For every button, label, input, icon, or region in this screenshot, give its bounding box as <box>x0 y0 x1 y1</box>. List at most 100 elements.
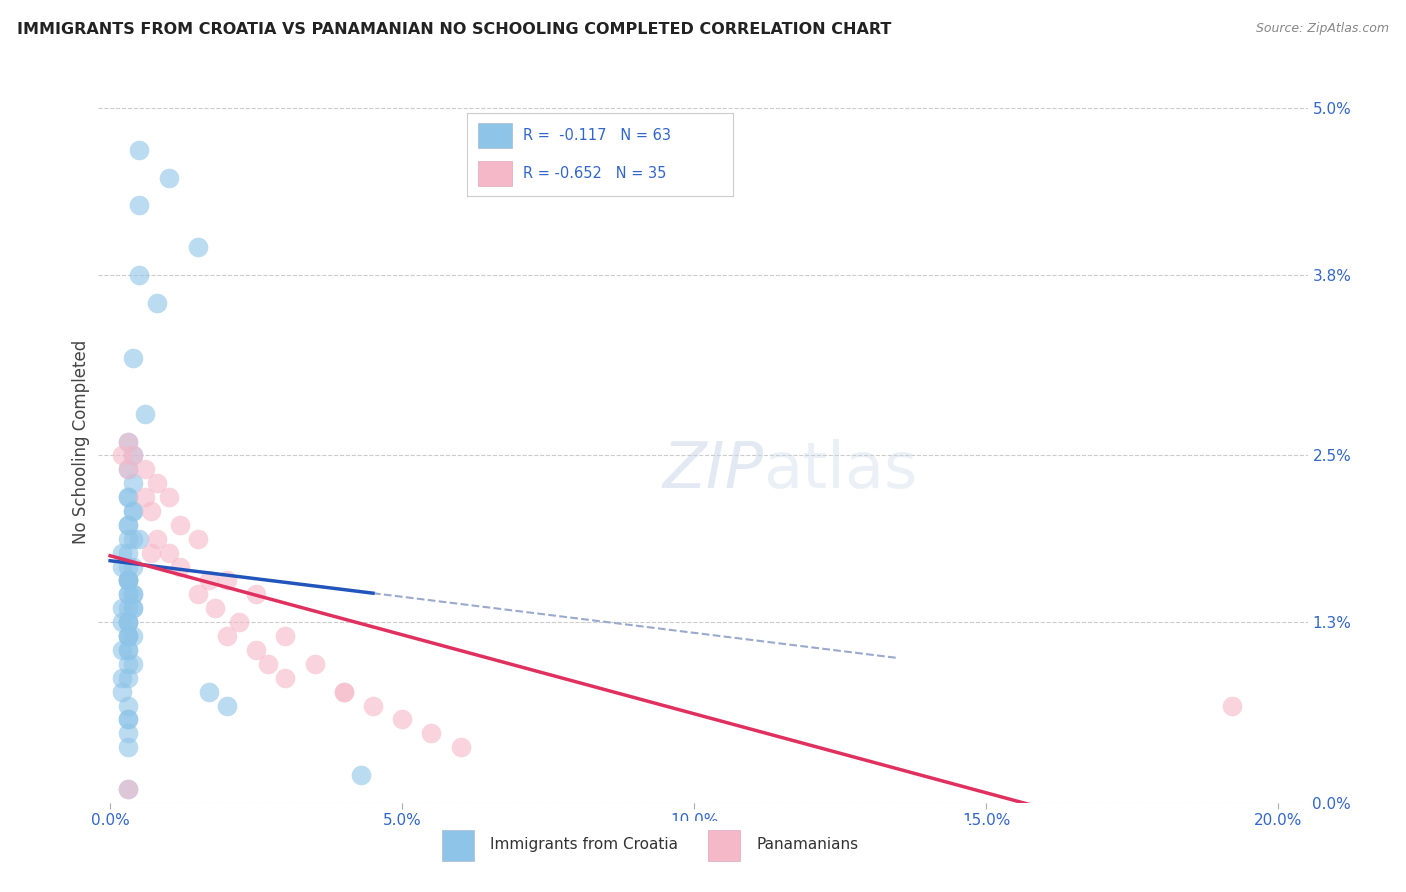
Point <box>274 671 297 685</box>
Point <box>128 198 150 212</box>
Point <box>117 517 139 532</box>
Point <box>128 268 150 282</box>
Point <box>111 643 134 657</box>
Point <box>122 504 145 518</box>
Point <box>128 532 150 546</box>
Point <box>350 768 373 782</box>
Point <box>111 684 134 698</box>
Point <box>204 601 226 615</box>
Point <box>134 407 156 421</box>
Point <box>117 643 139 657</box>
Point <box>117 490 139 504</box>
Point <box>157 490 180 504</box>
Point <box>117 462 139 476</box>
Point <box>157 546 180 560</box>
Point <box>111 601 134 615</box>
Point <box>117 615 139 630</box>
Point <box>146 295 169 310</box>
Point <box>198 684 221 698</box>
Point <box>117 781 139 796</box>
Point <box>122 601 145 615</box>
Point <box>245 587 267 601</box>
Point <box>117 434 139 449</box>
Point <box>111 671 134 685</box>
Point <box>122 559 145 574</box>
Point <box>117 587 139 601</box>
Point <box>117 713 139 727</box>
Point <box>117 587 139 601</box>
Point <box>122 504 145 518</box>
Point <box>391 713 413 727</box>
Text: IMMIGRANTS FROM CROATIA VS PANAMANIAN NO SCHOOLING COMPLETED CORRELATION CHART: IMMIGRANTS FROM CROATIA VS PANAMANIAN NO… <box>17 22 891 37</box>
Point <box>122 449 145 463</box>
Point <box>111 449 134 463</box>
Point <box>117 713 139 727</box>
Point <box>215 629 238 643</box>
Text: ZIP: ZIP <box>662 440 763 501</box>
Point <box>332 684 354 698</box>
Point <box>146 476 169 491</box>
Point <box>122 587 145 601</box>
Point <box>117 574 139 588</box>
Point <box>332 684 354 698</box>
Point <box>117 574 139 588</box>
Text: atlas: atlas <box>763 440 918 501</box>
Point <box>117 517 139 532</box>
Point <box>361 698 384 713</box>
Point <box>117 629 139 643</box>
Point <box>122 351 145 366</box>
Y-axis label: No Schooling Completed: No Schooling Completed <box>72 340 90 543</box>
Point <box>111 615 134 630</box>
Point <box>128 143 150 157</box>
Point <box>139 546 162 560</box>
Point <box>117 559 139 574</box>
Point <box>117 629 139 643</box>
Point <box>117 546 139 560</box>
Text: Source: ZipAtlas.com: Source: ZipAtlas.com <box>1256 22 1389 36</box>
Point <box>215 574 238 588</box>
Point <box>117 615 139 630</box>
Point <box>117 462 139 476</box>
Point <box>304 657 326 671</box>
Point <box>450 740 472 755</box>
Point <box>111 546 134 560</box>
Point <box>187 532 209 546</box>
Point <box>122 476 145 491</box>
Point <box>117 574 139 588</box>
Point <box>122 629 145 643</box>
Point <box>111 559 134 574</box>
Point <box>117 490 139 504</box>
Point <box>134 462 156 476</box>
Point <box>117 574 139 588</box>
Point <box>1220 698 1243 713</box>
Point <box>134 490 156 504</box>
Point <box>122 657 145 671</box>
Point <box>274 629 297 643</box>
Point <box>139 504 162 518</box>
Point <box>117 629 139 643</box>
Point <box>169 559 191 574</box>
Point <box>256 657 278 671</box>
Point <box>122 587 145 601</box>
Point <box>169 517 191 532</box>
Point <box>117 615 139 630</box>
Point <box>157 170 180 185</box>
Point <box>122 449 145 463</box>
Point <box>245 643 267 657</box>
Point <box>117 698 139 713</box>
Point <box>117 671 139 685</box>
Point <box>117 434 139 449</box>
Point <box>187 240 209 254</box>
Point <box>117 740 139 755</box>
Point <box>146 532 169 546</box>
Point <box>122 601 145 615</box>
Point <box>187 587 209 601</box>
Point <box>117 726 139 740</box>
Point <box>228 615 250 630</box>
Point <box>117 781 139 796</box>
Point <box>117 643 139 657</box>
Point <box>117 601 139 615</box>
Point <box>198 574 221 588</box>
Point <box>215 698 238 713</box>
Point <box>122 532 145 546</box>
